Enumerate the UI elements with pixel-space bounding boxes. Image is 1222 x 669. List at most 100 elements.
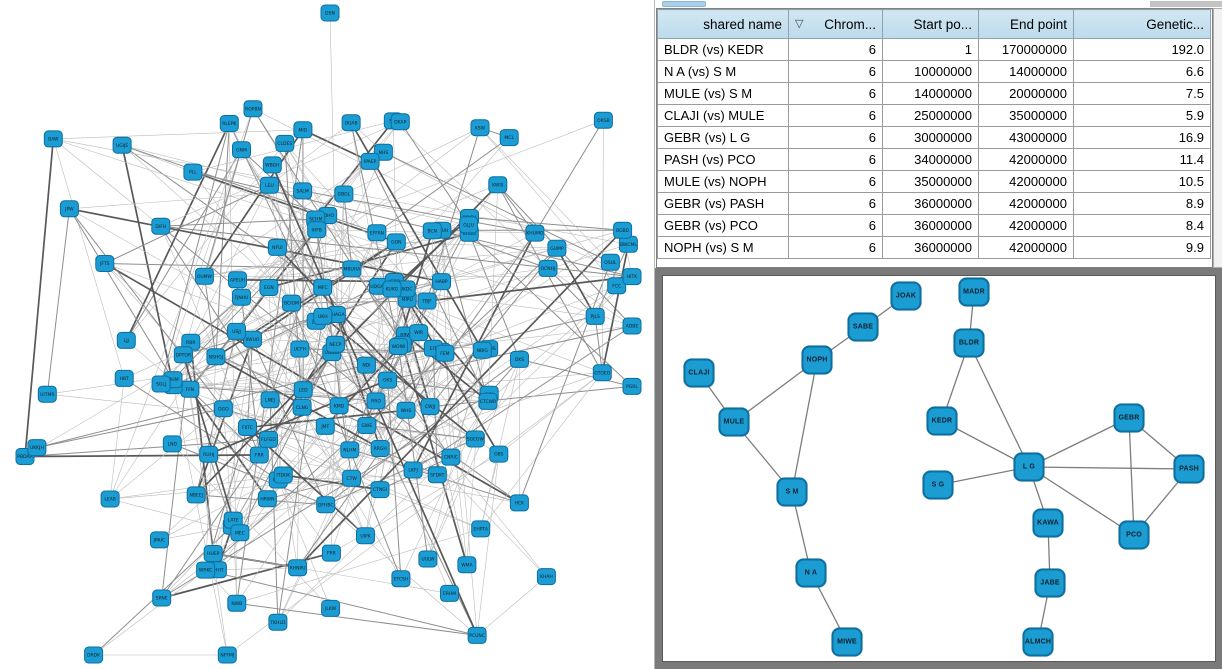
cell-value[interactable]: 6	[788, 60, 883, 83]
node-shape[interactable]	[27, 439, 47, 457]
cell-value[interactable]: 25000000	[882, 104, 979, 127]
node-shape[interactable]	[547, 239, 567, 257]
filter-icon[interactable]: ▽	[795, 17, 804, 30]
node-shape[interactable]	[366, 392, 386, 410]
node-NOPH[interactable]: NOPH	[801, 345, 833, 375]
network-node[interactable]: OBS	[489, 445, 509, 463]
network-node[interactable]: EGN	[259, 279, 279, 296]
table-row[interactable]: GEBR (vs) L G 6 30000000 43000000 16.9	[657, 126, 1211, 149]
node-KAWA[interactable]: KAWA	[1032, 508, 1064, 538]
network-node[interactable]: NSHGJ	[206, 348, 226, 366]
node-shape[interactable]	[217, 646, 237, 664]
node-shape[interactable]	[230, 524, 250, 542]
cell-value[interactable]: 5.9	[1073, 104, 1211, 127]
node-shape[interactable]	[357, 417, 377, 434]
network-node[interactable]: UKH	[313, 307, 333, 325]
node-shape[interactable]	[378, 371, 398, 389]
network-node[interactable]: DSN	[320, 4, 340, 22]
cell-value[interactable]: 11.4	[1073, 148, 1211, 171]
network-node[interactable]: APEUH	[228, 271, 247, 289]
node-NA[interactable]: N A	[795, 558, 827, 588]
cell-shared-name[interactable]: MULE (vs) S M	[657, 82, 789, 105]
network-node[interactable]: FRR	[321, 544, 341, 562]
cell-value[interactable]: 10000000	[882, 60, 979, 83]
node-SG[interactable]: S G	[922, 470, 954, 500]
network-node[interactable]: IPAEP	[360, 152, 380, 170]
network-node[interactable]: KMD	[329, 397, 349, 415]
horizontal-scrollbar[interactable]	[655, 0, 1222, 8]
cell-shared-name[interactable]: GEBR (vs) PASH	[657, 192, 789, 215]
node-shape[interactable]	[275, 134, 295, 152]
network-node[interactable]: HCK	[509, 494, 529, 512]
network-node[interactable]: ORSB	[593, 111, 613, 129]
network-node[interactable]: JPW	[59, 200, 79, 218]
cell-value[interactable]: 14000000	[978, 60, 1074, 83]
node-MADR[interactable]: MADR	[958, 277, 990, 307]
table-row[interactable]: GEBR (vs) PCO 6 36000000 42000000 8.4	[657, 214, 1211, 237]
node-PCO[interactable]: PCO	[1118, 520, 1150, 550]
node-MIWE[interactable]: MIWE	[831, 627, 863, 657]
node-shape[interactable]	[321, 599, 341, 617]
node-shape[interactable]	[389, 338, 408, 355]
node-shape[interactable]	[342, 469, 362, 487]
network-node[interactable]: OCNHJ	[538, 259, 558, 277]
network-node[interactable]: TBJF	[417, 292, 437, 310]
node-SABE[interactable]: SABE	[847, 312, 879, 342]
node-shape[interactable]	[340, 441, 360, 459]
node-shape[interactable]	[183, 163, 203, 181]
node-shape[interactable]	[313, 307, 333, 325]
network-node[interactable]: UITMR	[37, 385, 57, 403]
scrollbar-segment[interactable]	[1150, 1, 1222, 7]
node-shape[interactable]	[173, 346, 193, 364]
network-node[interactable]: DKAP	[390, 113, 410, 131]
network-node[interactable]: GNM	[232, 141, 251, 159]
node-shape[interactable]	[194, 267, 214, 285]
node-shape[interactable]	[260, 176, 279, 194]
cell-shared-name[interactable]: GEBR (vs) L G	[657, 126, 789, 149]
network-node[interactable]: PGRL	[622, 377, 642, 395]
node-shape[interactable]	[59, 200, 79, 218]
cell-shared-name[interactable]: CLAJI (vs) MULE	[657, 104, 789, 127]
node-shape[interactable]	[418, 550, 438, 568]
node-shape[interactable]	[150, 531, 169, 549]
node-shape[interactable]	[112, 136, 132, 154]
node-shape[interactable]	[391, 570, 411, 588]
node-shape[interactable]	[257, 490, 277, 508]
node-shape[interactable]	[510, 350, 529, 368]
node-shape[interactable]	[162, 435, 182, 453]
network-node[interactable]: CLNG	[292, 398, 312, 416]
cell-value[interactable]: 14000000	[882, 82, 979, 105]
network-node[interactable]: GWE	[357, 417, 377, 434]
network-node[interactable]: CTW	[342, 469, 362, 487]
network-node[interactable]: FFN	[180, 380, 200, 398]
network-node[interactable]: BCIOM	[282, 294, 301, 312]
network-node[interactable]: FCC	[607, 277, 627, 295]
node-shape[interactable]	[622, 317, 642, 335]
cell-value[interactable]: 1	[882, 38, 979, 61]
network-node[interactable]: CLDES	[275, 134, 295, 152]
network-node[interactable]: WMA	[457, 556, 477, 574]
network-node[interactable]: WOIW	[389, 338, 408, 355]
scrollbar-thumb[interactable]	[662, 1, 706, 7]
node-shape[interactable]	[315, 417, 335, 435]
node-shape[interactable]	[427, 466, 447, 484]
node-shape[interactable]	[290, 340, 310, 358]
node-shape[interactable]	[114, 369, 134, 387]
network-node[interactable]: PCUNC	[467, 626, 487, 644]
network-node[interactable]: PJLS	[585, 307, 605, 325]
node-shape[interactable]	[607, 277, 627, 295]
node-shape[interactable]	[459, 216, 479, 234]
cell-value[interactable]: 34000000	[882, 148, 979, 171]
cell-shared-name[interactable]: GEBR (vs) PCO	[657, 214, 789, 237]
network-node[interactable]: LATE	[223, 511, 243, 529]
node-shape[interactable]	[440, 584, 459, 602]
node-shape[interactable]	[356, 356, 376, 374]
network-node[interactable]: MBUHA	[342, 260, 362, 278]
node-shape[interactable]	[227, 322, 246, 340]
node-shape[interactable]	[525, 224, 545, 242]
node-shape[interactable]	[329, 397, 349, 415]
node-shape[interactable]	[293, 121, 313, 139]
network-node[interactable]: SGLJ	[151, 375, 171, 393]
cell-value[interactable]: 8.9	[1073, 192, 1211, 215]
node-shape[interactable]	[232, 141, 251, 159]
